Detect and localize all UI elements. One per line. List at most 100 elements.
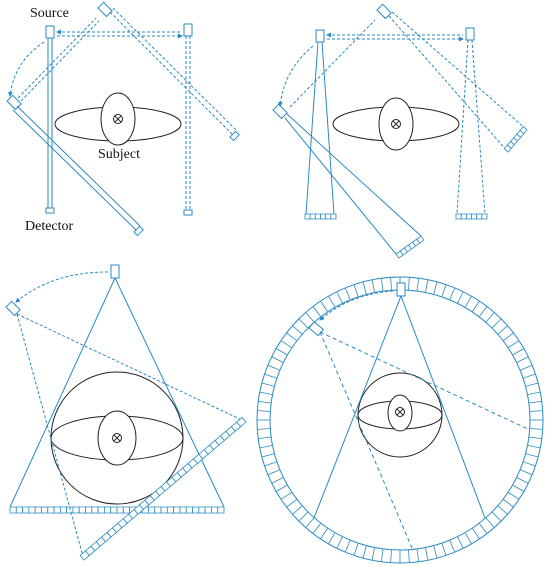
source-tube-icon bbox=[376, 3, 392, 20]
detector-cell bbox=[271, 477, 284, 484]
detector-cell bbox=[264, 373, 278, 379]
detector-cell bbox=[502, 332, 514, 342]
detector-cell bbox=[516, 477, 529, 484]
detector-array-icon bbox=[9, 506, 225, 514]
detector-cell bbox=[408, 549, 410, 563]
detector-cell bbox=[408, 277, 410, 291]
detector-cell bbox=[292, 325, 303, 335]
panel-second-generation bbox=[272, 3, 528, 259]
detector-cell bbox=[471, 527, 480, 540]
source-tube-icon bbox=[315, 29, 325, 43]
detector-cell bbox=[236, 416, 247, 428]
detector-cell bbox=[78, 506, 86, 514]
panel-third-generation bbox=[5, 264, 247, 561]
detector-cell bbox=[449, 539, 456, 553]
detector-element-icon bbox=[229, 130, 240, 142]
detector-cell bbox=[267, 364, 281, 371]
detector-cell bbox=[433, 281, 438, 295]
detector-cell bbox=[179, 506, 187, 514]
detector-cell bbox=[15, 506, 23, 514]
detector-cell bbox=[507, 340, 520, 349]
panel-first-generation: Source Subject Detector bbox=[6, 1, 240, 237]
detector-cell bbox=[464, 532, 472, 545]
detector-cell bbox=[104, 506, 112, 514]
detector-cell bbox=[344, 287, 351, 301]
detector-cell bbox=[529, 410, 543, 412]
detector-cell bbox=[320, 527, 329, 540]
detector-cell bbox=[330, 213, 337, 220]
detector-cell bbox=[154, 506, 162, 514]
detector-cell bbox=[305, 517, 315, 528]
detector-array-icon bbox=[79, 416, 247, 561]
pencil-beam-rotated bbox=[6, 94, 144, 237]
axis-cross-icon bbox=[113, 114, 123, 124]
fan-beam-rotated-translated bbox=[289, 3, 528, 153]
wide-fan-beam-rotated bbox=[5, 300, 247, 561]
source-tube-icon bbox=[5, 300, 21, 317]
source-tube-icon bbox=[110, 264, 120, 279]
wide-fan-beam bbox=[9, 264, 225, 514]
detector-cell bbox=[280, 491, 293, 500]
detector-cell bbox=[336, 291, 343, 304]
detector-cell bbox=[507, 491, 520, 500]
detector-array-icon bbox=[503, 126, 528, 153]
detector-cell bbox=[390, 549, 392, 563]
detector-cell bbox=[148, 506, 156, 514]
detector-cell bbox=[47, 506, 55, 514]
detector-cell bbox=[527, 391, 541, 396]
detector-cell bbox=[371, 279, 376, 293]
detector-cell bbox=[460, 213, 467, 220]
detector-array-icon bbox=[395, 235, 425, 259]
detector-cell bbox=[28, 506, 36, 514]
detector-cell bbox=[485, 517, 495, 528]
detector-cell bbox=[529, 428, 543, 430]
detector-cell bbox=[519, 364, 533, 371]
detector-cell bbox=[259, 391, 273, 396]
detector-cell bbox=[416, 548, 420, 562]
detector-cell bbox=[34, 506, 42, 514]
detector-cell bbox=[275, 484, 288, 492]
detector-cell bbox=[497, 325, 508, 335]
detector-cell bbox=[325, 213, 332, 220]
detector-element-icon bbox=[183, 209, 193, 216]
detector-cell bbox=[476, 213, 483, 220]
detector-cell bbox=[271, 356, 284, 363]
detector-cell bbox=[478, 306, 488, 318]
detector-element-icon bbox=[133, 225, 144, 237]
detector-cell bbox=[298, 511, 309, 522]
pencil-beam-rotated-translated bbox=[17, 1, 240, 142]
detector-cell bbox=[519, 469, 533, 476]
detector-cell bbox=[464, 295, 472, 308]
detector-cell bbox=[211, 506, 219, 514]
source-tube-icon bbox=[97, 1, 113, 18]
detector-cell bbox=[522, 373, 536, 379]
detector-cell bbox=[160, 506, 168, 514]
detector-cell bbox=[353, 542, 359, 556]
detector-cell bbox=[525, 382, 539, 387]
detector-cell bbox=[416, 278, 420, 292]
detector-cell bbox=[502, 498, 514, 508]
ring-fan-beam bbox=[313, 282, 486, 519]
subject-label: Subject bbox=[98, 147, 140, 162]
detector-cell bbox=[433, 545, 438, 559]
detector-cell bbox=[22, 506, 30, 514]
detector-cell bbox=[204, 506, 212, 514]
detector-cell bbox=[449, 287, 456, 301]
detector-cell bbox=[371, 547, 376, 561]
detector-cell bbox=[198, 506, 206, 514]
detector-cell bbox=[441, 542, 447, 556]
detector-cell bbox=[257, 428, 271, 430]
detector-cell bbox=[166, 506, 175, 514]
detector-cell bbox=[312, 306, 322, 318]
detector-cell bbox=[525, 453, 539, 458]
detector-cell bbox=[416, 235, 425, 244]
detector-cell bbox=[110, 506, 118, 514]
detector-array-icon bbox=[455, 213, 488, 220]
detector-cell bbox=[53, 506, 61, 514]
detector-cell bbox=[258, 436, 272, 440]
axis-cross-icon bbox=[112, 433, 122, 443]
fan-beam-translated bbox=[327, 27, 488, 220]
detector-cell bbox=[217, 506, 225, 514]
detector-cell bbox=[465, 213, 472, 220]
rotation-arrow-icon bbox=[319, 290, 394, 321]
